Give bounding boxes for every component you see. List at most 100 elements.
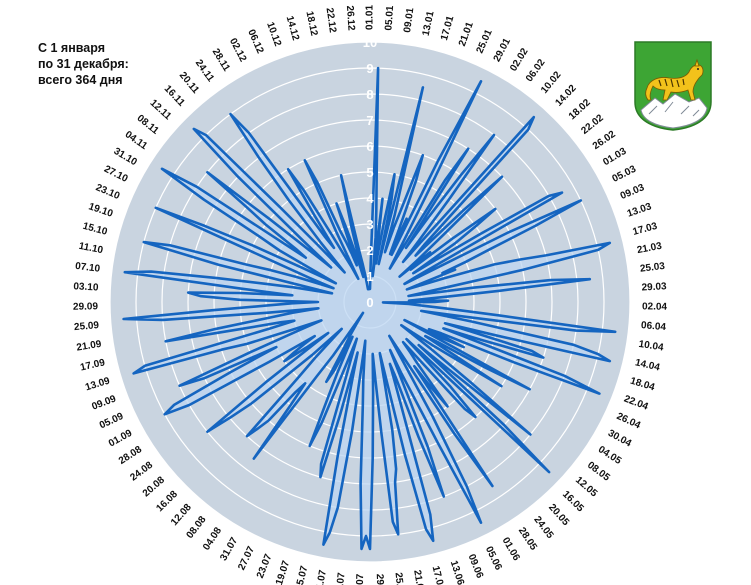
date-label: 24.11: [193, 58, 216, 85]
caption-line-1: С 1 января: [38, 41, 106, 55]
date-label: 09.06: [466, 553, 486, 581]
date-label: 12.11: [148, 98, 174, 123]
date-label: 10.04: [638, 339, 665, 354]
date-label: 12.08: [169, 502, 194, 528]
date-label: 17.03: [632, 221, 659, 238]
date-label: 05.01: [383, 5, 396, 31]
date-label: 09.09: [90, 393, 118, 412]
date-label: 29.09: [73, 301, 99, 312]
date-label: 20.05: [546, 502, 571, 528]
date-label: 08.05: [585, 460, 612, 484]
date-label: 25.01: [475, 28, 495, 56]
grid-ring: [109, 41, 631, 563]
date-label: 14.12: [284, 15, 302, 42]
date-label: 30.04: [606, 428, 634, 450]
radial-tick-label: 10: [363, 35, 377, 50]
date-label: 06.12: [245, 28, 265, 56]
date-label: 17.06: [430, 565, 447, 585]
date-label: 18.02: [567, 97, 593, 122]
date-label: 05.06: [483, 545, 504, 573]
date-label: 24.08: [128, 460, 155, 484]
radial-tick-label: 3: [366, 217, 373, 232]
date-label: 21.03: [636, 241, 663, 257]
date-label: 13.06: [448, 559, 466, 585]
date-label: 08.11: [135, 113, 161, 137]
date-label: 16.11: [162, 83, 187, 109]
date-label: 16.08: [154, 489, 180, 515]
grid-rings: [109, 41, 631, 563]
date-label: 17.01: [439, 14, 457, 41]
date-label: 19.07: [274, 559, 292, 585]
radial-tick-label: 9: [366, 61, 373, 76]
date-label: 15.10: [81, 221, 108, 238]
date-label: 13.03: [626, 201, 654, 220]
date-label: 11.10: [78, 241, 105, 257]
date-label: 29.06: [374, 574, 386, 585]
date-label: 15.07: [294, 564, 311, 585]
date-label: 25.03: [639, 261, 666, 275]
date-label: 06.04: [641, 320, 667, 333]
date-label: 19.10: [87, 201, 115, 220]
date-label: 09.01: [402, 7, 416, 34]
radial-tick-label: 8: [366, 87, 373, 102]
radial-tick-label: 0: [366, 295, 373, 310]
date-label: 31.07: [218, 535, 240, 563]
date-label: 20.11: [177, 70, 201, 96]
date-label: 03.10: [73, 281, 99, 293]
date-label: 13.01: [421, 10, 437, 37]
date-label: 22.04: [622, 393, 650, 412]
date-label: 18.12: [303, 10, 319, 37]
radial-tick-label: 2: [366, 243, 373, 258]
date-label: 12.05: [573, 475, 600, 500]
date-label: 21.06: [411, 569, 426, 585]
date-label: 09.03: [619, 182, 647, 202]
date-label: 01.09: [107, 428, 135, 450]
series-line: [122, 66, 617, 551]
radial-tick-label: 5: [366, 165, 373, 180]
date-label: 21.01: [457, 20, 476, 48]
radial-tick-label: 1: [366, 269, 373, 284]
date-label: 17.09: [79, 357, 106, 373]
date-label: 01.03: [601, 146, 629, 168]
date-label: 27.10: [102, 164, 130, 185]
date-label: 07.07: [334, 572, 348, 585]
date-label: 26.02: [591, 129, 618, 153]
radial-tick-label: 7: [366, 113, 373, 128]
date-label: 14.02: [553, 83, 579, 109]
date-label: 02.04: [642, 301, 668, 312]
caption-line-2: по 31 декабря:: [38, 57, 129, 71]
date-label: 06.02: [524, 57, 548, 84]
date-label: 31.10: [112, 146, 140, 168]
date-label: 16.05: [560, 489, 586, 515]
date-label: 01.06: [500, 536, 522, 564]
date-label: 03.07: [354, 573, 366, 585]
date-label: 21.09: [76, 339, 103, 354]
date-label: 04.11: [123, 129, 150, 152]
date-label: 25.06: [392, 572, 406, 585]
date-label: 29.03: [641, 281, 667, 293]
date-label: 28.08: [117, 444, 144, 467]
date-label: 22.12: [324, 7, 338, 34]
series-area: [123, 68, 616, 549]
date-label: 05.09: [98, 411, 126, 432]
date-label: 10.12: [264, 21, 283, 49]
date-label: 02.02: [508, 46, 531, 73]
date-label: 26.12: [344, 5, 357, 31]
date-label: 25.09: [74, 320, 100, 333]
radial-tick-label: 4: [366, 191, 374, 206]
date-label: 07.10: [74, 261, 101, 275]
date-label: 29.01: [492, 36, 514, 64]
date-label: 02.12: [227, 37, 249, 65]
date-label: 04.05: [596, 444, 623, 467]
date-label: 01.01: [365, 5, 376, 30]
date-label: 05.03: [611, 164, 639, 185]
date-label: 26.04: [615, 411, 643, 432]
date-label: 24.05: [531, 514, 555, 541]
date-label: 13.09: [84, 375, 112, 393]
vladivostok-coat-of-arms-icon: [634, 41, 712, 131]
caption: С 1 января по 31 декабря: всего 364 дня: [38, 40, 168, 88]
date-label: 28.05: [516, 526, 539, 553]
date-label: 08.08: [185, 514, 209, 541]
